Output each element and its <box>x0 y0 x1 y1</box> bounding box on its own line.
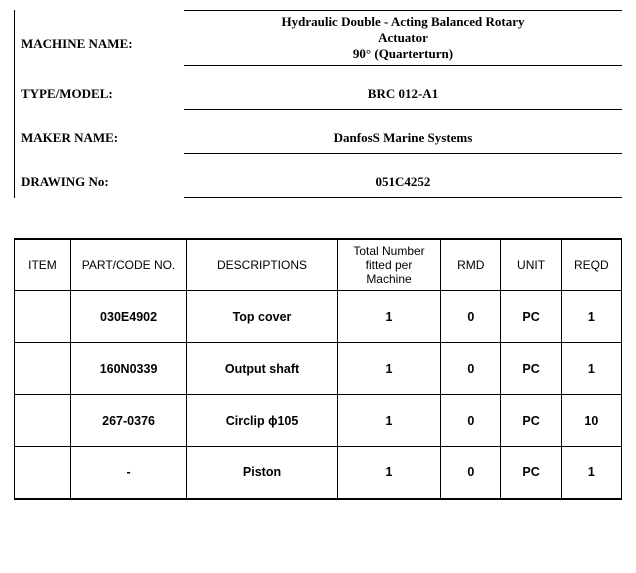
cell-desc: Output shaft <box>187 343 338 395</box>
col-header-unit: UNIT <box>501 239 561 291</box>
cell-unit: PC <box>501 291 561 343</box>
value-maker-name: DanfosS Marine Systems <box>184 110 622 154</box>
machine-name-line2: Actuator <box>192 30 614 46</box>
cell-reqd: 1 <box>561 343 621 395</box>
col-header-part: PART/CODE NO. <box>70 239 186 291</box>
col-header-item: ITEM <box>15 239 71 291</box>
label-type-model: TYPE/MODEL: <box>21 66 113 110</box>
cell-item <box>15 447 71 499</box>
col-header-desc: DESCRIPTIONS <box>187 239 338 291</box>
cell-total: 1 <box>337 291 440 343</box>
cell-part: 267-0376 <box>70 395 186 447</box>
machine-name-line3: 90° (Quarterturn) <box>192 46 614 62</box>
cell-reqd: 1 <box>561 291 621 343</box>
cell-rmd: 0 <box>441 343 501 395</box>
table-row: - Piston 1 0 PC 1 <box>15 447 622 499</box>
cell-total: 1 <box>337 343 440 395</box>
cell-desc: Top cover <box>187 291 338 343</box>
cell-total: 1 <box>337 447 440 499</box>
value-drawing-no: 051C4252 <box>184 154 622 198</box>
cell-reqd: 1 <box>561 447 621 499</box>
col-header-reqd: REQD <box>561 239 621 291</box>
machine-name-line1: Hydraulic Double - Acting Balanced Rotar… <box>192 14 614 30</box>
parts-table: ITEM PART/CODE NO. DESCRIPTIONS Total Nu… <box>14 238 622 500</box>
table-row: 267-0376 Circlip ϕ105 1 0 PC 10 <box>15 395 622 447</box>
col-header-total: Total Number fitted per Machine <box>337 239 440 291</box>
header-values-column: Hydraulic Double - Acting Balanced Rotar… <box>184 10 622 198</box>
label-maker-name: MAKER NAME: <box>21 110 118 154</box>
col-header-rmd: RMD <box>441 239 501 291</box>
table-row: 030E4902 Top cover 1 0 PC 1 <box>15 291 622 343</box>
cell-part: - <box>70 447 186 499</box>
cell-rmd: 0 <box>441 447 501 499</box>
cell-total: 1 <box>337 395 440 447</box>
header-block: MACHINE NAME: TYPE/MODEL: MAKER NAME: DR… <box>14 10 622 198</box>
cell-unit: PC <box>501 447 561 499</box>
cell-item <box>15 395 71 447</box>
cell-desc: Piston <box>187 447 338 499</box>
table-body: 030E4902 Top cover 1 0 PC 1 160N0339 Out… <box>15 291 622 499</box>
table-header-row: ITEM PART/CODE NO. DESCRIPTIONS Total Nu… <box>15 239 622 291</box>
cell-desc: Circlip ϕ105 <box>187 395 338 447</box>
value-machine-name: Hydraulic Double - Acting Balanced Rotar… <box>184 10 622 66</box>
cell-rmd: 0 <box>441 395 501 447</box>
cell-unit: PC <box>501 395 561 447</box>
cell-rmd: 0 <box>441 291 501 343</box>
label-drawing-no: DRAWING No: <box>21 154 109 198</box>
cell-reqd: 10 <box>561 395 621 447</box>
cell-part: 030E4902 <box>70 291 186 343</box>
cell-item <box>15 343 71 395</box>
cell-item <box>15 291 71 343</box>
label-machine-name: MACHINE NAME: <box>21 10 133 66</box>
table-row: 160N0339 Output shaft 1 0 PC 1 <box>15 343 622 395</box>
value-type-model: BRC 012-A1 <box>184 66 622 110</box>
cell-unit: PC <box>501 343 561 395</box>
header-labels-column: MACHINE NAME: TYPE/MODEL: MAKER NAME: DR… <box>14 10 184 198</box>
cell-part: 160N0339 <box>70 343 186 395</box>
